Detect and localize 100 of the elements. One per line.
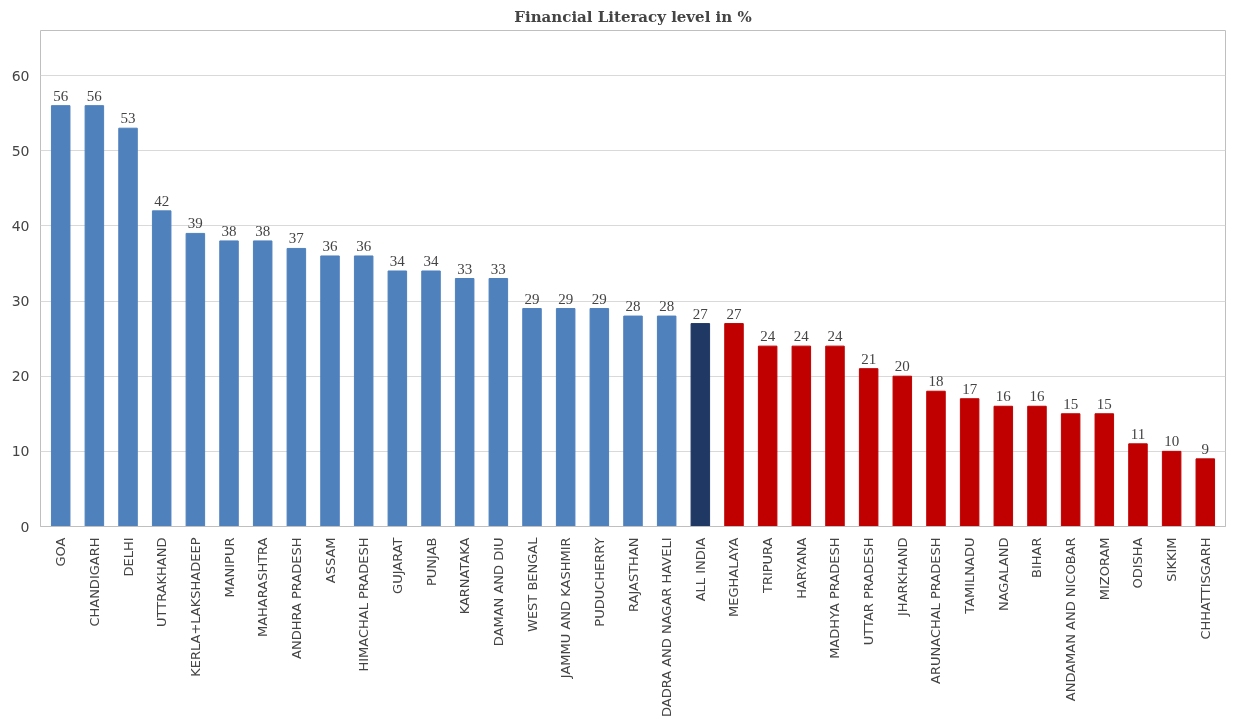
x-tick-label: KARNATAKA [457,537,473,615]
x-tick-label: PUDUCHERRY [591,537,607,627]
bar [993,405,1014,527]
y-tick-label: 10 [11,443,30,460]
bar [1060,413,1081,527]
x-tick-label: BIHAR [1029,537,1045,578]
x-tick-label: JHARKHAND [894,537,910,617]
data-label: 53 [120,110,136,127]
data-label: 36 [356,237,372,254]
data-label: 29 [558,290,574,307]
data-label: 29 [591,290,607,307]
data-label: 38 [255,222,271,239]
x-tick-label: MANIPUR [221,537,237,598]
data-label: 29 [524,290,540,307]
data-label: 24 [827,328,843,345]
x-tick-label: SIKKIM [1164,537,1180,582]
y-tick-label: 0 [20,518,30,535]
bar [825,345,845,527]
bar [690,323,711,527]
data-label: 18 [928,373,944,390]
chart-title: Financial Literacy level in % [514,7,752,26]
x-tick-label: WEST BENGAL [524,536,540,632]
data-label: 34 [423,252,440,269]
y-tick-label: 50 [11,142,30,159]
bar [555,308,576,527]
data-label: 36 [322,237,339,254]
bar [724,323,744,527]
data-label: 17 [962,380,978,397]
data-label: 16 [1029,388,1045,405]
bar [320,255,340,527]
bar [589,308,610,527]
bar [421,270,441,527]
data-label: 24 [793,328,810,345]
data-label: 11 [1130,425,1146,442]
y-tick-label: 30 [11,293,30,310]
x-tick-label: ARUNACHAL PRADESH [928,537,944,684]
data-label: 34 [389,252,406,269]
x-tick-label: PUNJAB [423,537,439,586]
x-tick-label: CHANDIGARH [86,537,102,627]
x-tick-label: HARYANA [793,537,809,599]
data-label: 16 [995,388,1012,405]
x-tick-label: GUJARAT [389,537,405,594]
data-label: 15 [1063,395,1079,412]
bar [522,308,542,527]
y-tick-label: 60 [11,67,30,84]
x-tick-label: UTTAR PRADESH [861,537,877,646]
x-tick-label: MAHARASHTRA [255,537,271,638]
bar [353,255,374,527]
x-tick-label: RAJASTHAN [625,537,641,612]
bar [757,345,778,527]
bar [1094,413,1115,527]
x-tick-label: ALL INDIA [692,537,708,602]
x-tick-label: MEGHALAYA [726,537,742,617]
bar [1128,443,1148,527]
bar [454,278,475,527]
data-label: 28 [659,298,675,315]
data-label: 24 [760,328,776,345]
x-tick-label: ANDHRA PRADESH [288,537,304,659]
data-label: 37 [288,230,305,247]
bar [387,270,408,527]
data-label: 15 [1096,395,1112,412]
bar [286,247,307,527]
x-tick-label: KERLA+LAKSHADEEP [187,537,203,677]
x-tick-label: NAGALAND [995,537,1011,612]
x-tick-label: DELHI [120,537,136,577]
x-tick-label: TRIPURA [760,537,776,595]
data-label: 9 [1201,440,1210,457]
y-tick-label: 20 [11,368,30,385]
y-tick-label: 40 [11,217,30,234]
data-label: 21 [861,350,877,367]
data-label: 38 [221,222,237,239]
bar [488,278,509,527]
x-tick-label: CHHATTISGARH [1197,537,1213,640]
bar [151,210,172,527]
bar [252,240,273,527]
bar [118,127,138,527]
bar [623,315,643,527]
data-label: 33 [457,260,473,277]
x-tick-label: ANDAMAN AND NICOBAR [1063,537,1079,702]
x-tick-label: TAMILNADU [962,537,978,615]
x-tick-label: ASSAM [322,537,338,584]
x-tick-label: UTTRAKHAND [154,537,170,627]
bar [1027,405,1047,527]
bar [656,315,677,527]
data-label: 10 [1164,433,1180,450]
bar [84,105,105,527]
x-tick-label: MIZORAM [1096,537,1112,601]
x-tick-label: DAMAN AND DIU [490,537,506,647]
data-label: 39 [187,215,203,232]
x-tick-label: JAMMU AND KASHMIR [558,537,574,680]
bar [1161,450,1182,527]
bar [219,240,239,527]
x-tick-label: DADRA AND NAGAR HAVELI [659,537,675,718]
data-label: 33 [490,260,506,277]
bar [959,398,980,527]
data-label: 56 [53,87,69,104]
bar [791,345,812,527]
data-label: 27 [692,305,709,322]
bar [185,232,206,527]
bar [50,105,71,527]
